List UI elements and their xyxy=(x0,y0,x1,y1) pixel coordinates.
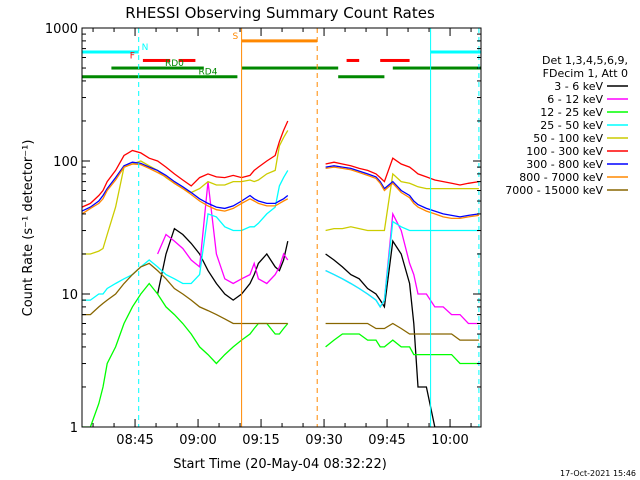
legend-header-2: FDecim 1, Att 0 xyxy=(543,67,628,80)
legend-label-2: 6 - 12 keV xyxy=(547,93,603,106)
series-line-7 xyxy=(82,161,479,218)
y-tick-label-1: 1 xyxy=(70,421,78,436)
status-bar-s-1 xyxy=(241,39,318,43)
status-bar-n-2 xyxy=(430,50,481,54)
status-label-s: S xyxy=(232,32,238,42)
status-bar-rd0-1 xyxy=(111,66,204,70)
chart-title: RHESSI Observing Summary Count Rates xyxy=(125,4,435,22)
status-bar-f-3 xyxy=(346,58,360,62)
x-tick-label-6: 10:00 xyxy=(431,433,468,448)
status-label-n: N xyxy=(142,43,149,53)
legend-label-9: 7000 - 15000 keV xyxy=(505,184,603,197)
axes-layer: 08:45 09:00 09:15 09:30 09:45 10:00 1 10 100 1000 xyxy=(45,22,481,448)
status-bar-f-4 xyxy=(380,58,410,62)
x-tick-label-5: 09:45 xyxy=(368,433,405,448)
y-tick-label-3: 100 xyxy=(53,155,78,170)
y-tick-label-2: 10 xyxy=(61,288,78,303)
x-tick-label-2: 09:00 xyxy=(179,433,216,448)
legend-label-7: 300 - 800 keV xyxy=(526,158,603,171)
series-line-6 xyxy=(82,120,480,208)
legend-label-1: 3 - 6 keV xyxy=(554,80,603,93)
x-tick-label-3: 09:15 xyxy=(242,433,279,448)
vertical-markers-layer xyxy=(138,28,480,427)
legend: Det 1,3,4,5,6,9,FDecim 1, Att 03 - 6 keV… xyxy=(505,54,628,197)
y-tick-label-4: 1000 xyxy=(45,22,78,37)
series-line-9 xyxy=(82,262,479,341)
x-tick-label-4: 09:30 xyxy=(305,433,342,448)
series-line-4 xyxy=(82,170,479,309)
status-label-rd0: RD0 xyxy=(165,59,184,69)
footer-date: 17-Oct-2021 15:46 xyxy=(560,469,636,478)
legend-label-4: 25 - 50 keV xyxy=(540,119,603,132)
status-bar-n-1 xyxy=(82,50,139,54)
y-axis-label: Count Rate (s⁻¹ detector⁻¹) xyxy=(21,140,36,317)
series-line-1 xyxy=(156,227,479,427)
status-label-f: F xyxy=(130,51,135,61)
status-bar-f-2 xyxy=(178,58,196,62)
legend-header-1: Det 1,3,4,5,6,9, xyxy=(542,54,628,67)
series-layer xyxy=(82,120,480,427)
x-axis-label: Start Time (20-May-04 08:32:22) xyxy=(173,457,387,472)
series-line-8 xyxy=(82,163,479,220)
legend-label-3: 12 - 25 keV xyxy=(540,106,603,119)
x-tick-label-1: 08:45 xyxy=(116,433,153,448)
status-label-rd4: RD4 xyxy=(199,68,218,78)
status-bar-rd4-2 xyxy=(338,75,385,79)
status-bar-f-1 xyxy=(142,58,171,62)
legend-label-5: 50 - 100 keV xyxy=(533,132,603,145)
legend-label-6: 100 - 300 keV xyxy=(526,145,603,158)
status-bars-layer: N S F RD0 RD4 xyxy=(82,32,481,79)
legend-label-8: 800 - 7000 keV xyxy=(519,171,603,184)
status-bar-rd4-1 xyxy=(82,75,238,79)
plot-frame xyxy=(81,27,482,428)
status-bar-rd0-2 xyxy=(241,66,339,70)
status-bar-rd0-3 xyxy=(392,66,481,70)
